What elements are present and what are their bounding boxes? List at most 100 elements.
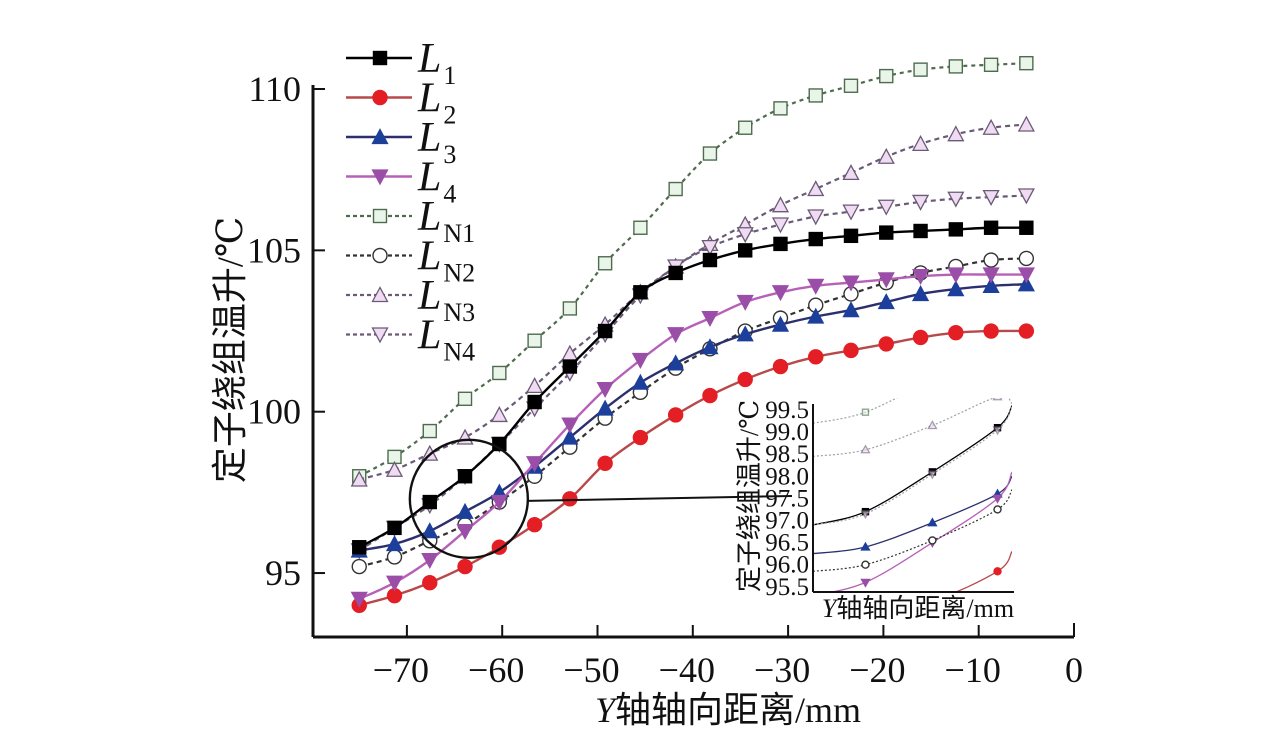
data-point-l4 [701,310,719,327]
data-point-l3 [385,535,404,552]
data-point-l3 [456,502,474,519]
data-point-l1 [668,265,683,281]
legend-label-main: L [417,36,441,82]
annotation-layer [408,438,793,560]
legend-label-subscript: N2 [443,259,475,288]
data-point-ln4 [1017,188,1035,205]
data-point-l4 [771,285,790,302]
data-point-l4 [807,278,825,295]
data-point-ln1 [843,78,859,93]
data-point-l2 [772,358,789,375]
data-point-ln1 [492,365,507,381]
inset-point-l2 [993,567,1002,576]
data-point-l1 [457,469,473,484]
data-point-ln4 [877,199,895,216]
data-point-l3 [667,354,685,371]
legend-label-main: L [417,155,441,201]
inset-series-ln3 [813,398,1012,458]
data-point-l4 [1017,267,1035,284]
legend-label-main: L [417,273,441,319]
data-point-ln3 [385,460,404,477]
legend-label: L4 [417,155,456,209]
data-point-ln3 [771,196,790,213]
data-point-ln4 [701,239,719,256]
data-point-l2 [912,329,929,346]
legend-item-l3: L3 [346,115,456,169]
data-point-l2 [632,429,649,446]
data-point-ln3 [947,125,965,142]
data-point-l4 [490,494,508,511]
data-point-l1 [1019,220,1034,235]
data-point-ln1 [457,391,473,406]
data-point-l2 [597,455,613,472]
data-point-l3 [982,276,1000,293]
inset-plot: 95.596.096.597.097.598.098.599.099.5定子绕组… [735,341,1016,623]
axes: −70 −60 −50 −40 −30 −20 −10 0 95 100 105 110 [247,69,1083,690]
data-point-ln3 [911,134,930,152]
inset-point-ln1 [929,376,935,382]
legend-label-main: L [417,115,441,161]
data-point-ln1 [983,57,999,72]
data-point-ln1 [913,62,928,77]
inset-y-tick-label: 97.0 [765,508,809,535]
inset-series-layer [813,341,1012,592]
data-point-l1 [422,494,437,510]
y-tick-label: 95 [265,553,301,593]
data-point-l1 [948,222,964,237]
data-point-ln3 [1017,115,1035,132]
legend-marker-ln4 [371,327,389,344]
legend-marker-l4 [371,169,389,186]
data-point-l2 [667,407,684,423]
legend-label: LN3 [417,273,475,327]
inset-point-ln2 [993,505,1002,514]
inset-point-l4 [992,494,1003,504]
data-point-l1 [702,252,718,268]
legend-item-ln4: LN4 [346,313,475,367]
series-layer [350,55,1035,614]
inset-point-ln1 [995,341,1001,347]
series-l4 [350,267,1035,608]
data-point-l3 [596,399,614,416]
data-point-l1 [773,236,788,252]
inset-point-ln1 [861,408,870,416]
data-point-l3 [631,373,649,390]
data-point-ln1 [738,120,753,135]
legend-label: LN1 [417,194,475,248]
legend-marker-l3 [371,128,389,145]
data-point-l2 [457,558,473,575]
legend-item-l1: L1 [346,36,456,90]
y-tick-label: 100 [247,392,301,432]
inset-y-tick-label: 96.0 [765,552,809,579]
inset-background [809,394,1016,596]
data-point-ln2 [1018,250,1035,267]
x-axis-title-rest: 轴轴向距离/mm [615,690,861,730]
data-point-ln1 [879,68,894,84]
inset-line-ln4 [813,405,1012,526]
data-point-l3 [947,280,965,297]
inset-point-ln4 [992,426,1003,436]
y-tick-label: 105 [247,230,301,270]
legend-item-ln3: LN3 [346,273,475,327]
inset-y-tick-label: 97.5 [765,485,809,512]
legend-marker-ln1 [372,208,388,224]
legend-label: L3 [417,115,456,169]
inset-point-ln4 [860,510,871,520]
legend-label-subscript: N1 [443,219,475,248]
data-point-l4 [982,267,1000,284]
data-point-ln3 [842,164,860,181]
main-plot: −70 −60 −50 −40 −30 −20 −10 0 95 100 105 110 [247,55,1083,690]
x-tick-label: −10 [945,650,1001,690]
data-point-ln1 [948,59,964,74]
data-point-ln1 [422,423,437,439]
inset-point-ln3 [860,444,871,454]
x-tick-label: −70 [373,650,429,690]
data-point-ln4 [771,217,790,234]
data-point-ln4 [807,209,825,226]
data-point-ln3 [526,377,544,394]
data-point-ln1 [702,146,718,161]
data-point-ln4 [947,191,965,208]
data-point-ln1 [527,333,542,348]
data-point-l1 [527,394,542,410]
data-point-ln1 [633,220,648,235]
data-point-ln4 [842,204,860,221]
